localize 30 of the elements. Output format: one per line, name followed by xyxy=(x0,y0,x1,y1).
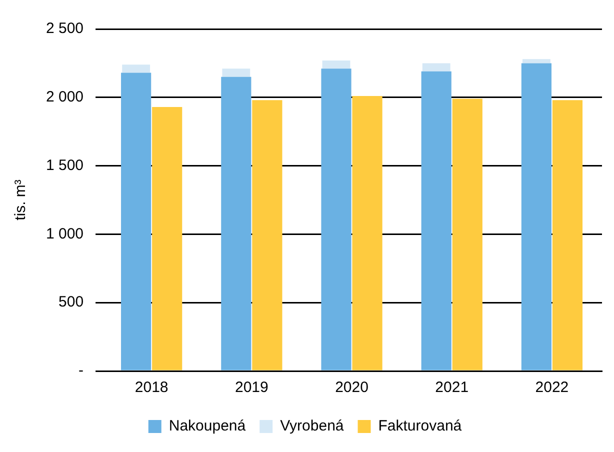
bar xyxy=(252,100,282,370)
y-tick-label: - xyxy=(78,362,84,380)
bar xyxy=(521,63,552,370)
x-tick-label: 2019 xyxy=(234,379,268,396)
y-tick-label: 2 500 xyxy=(46,20,84,38)
x-tick-label: 2022 xyxy=(535,379,569,396)
y-tick-label: 2 000 xyxy=(46,88,84,106)
bar xyxy=(321,68,352,370)
bar xyxy=(122,64,150,73)
y-tick-label: 500 xyxy=(58,294,84,311)
bar xyxy=(422,63,450,72)
bar xyxy=(222,68,250,77)
y-tick-label: 1 000 xyxy=(46,225,84,242)
y-axis-title: tis. m³ xyxy=(12,180,30,220)
x-tick-label: 2020 xyxy=(335,379,368,396)
bar xyxy=(352,96,382,370)
x-tick-label: 2021 xyxy=(435,379,469,396)
bar xyxy=(552,100,583,370)
legend-label: Fakturovaná xyxy=(378,418,462,435)
bar xyxy=(221,76,252,370)
bar xyxy=(322,60,350,69)
bar xyxy=(421,71,452,370)
bar xyxy=(452,98,482,370)
legend-label: Vyrobená xyxy=(280,418,344,435)
bar xyxy=(152,106,182,370)
x-tick-label: 2018 xyxy=(134,379,168,396)
legend-label: Nakoupená xyxy=(168,418,246,435)
bar xyxy=(121,72,152,370)
bar xyxy=(522,59,550,64)
y-tick-label: 1 500 xyxy=(46,156,84,174)
